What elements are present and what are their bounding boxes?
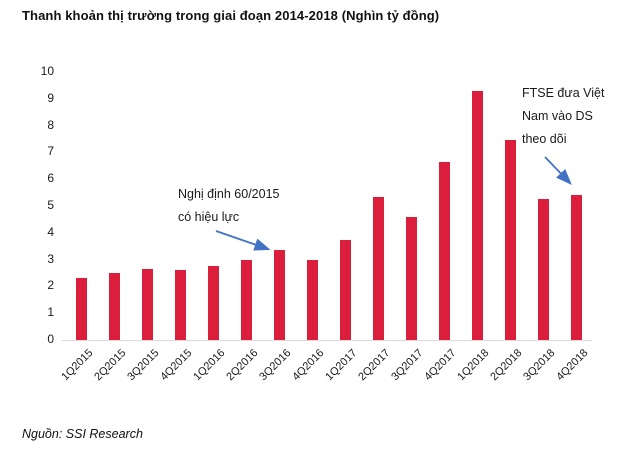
bar-3Q2017 xyxy=(405,216,417,340)
arrow-ftse xyxy=(544,156,572,185)
bar-1Q2018 xyxy=(471,90,483,340)
source-note: Nguồn: SSI Research xyxy=(22,427,143,441)
annotation-ftse: FTSE đưa Việt Nam vào DS theo dõi xyxy=(522,82,604,151)
bar-1Q2015 xyxy=(75,278,87,340)
annotation-decree-line2: có hiệu lực xyxy=(178,210,240,224)
y-tick-10: 10 xyxy=(40,64,54,78)
y-tick-3: 3 xyxy=(47,251,54,266)
y-tick-0: 0 xyxy=(47,332,54,346)
y-tick-5: 5 xyxy=(47,198,54,212)
arrow-decree xyxy=(215,230,271,251)
bar-2Q2016 xyxy=(240,259,252,340)
y-tick-7: 7 xyxy=(47,144,54,159)
bar-4Q2015 xyxy=(174,270,186,340)
annotation-decree: Nghị định 60/2015 có hiệu lực xyxy=(178,183,279,229)
y-tick-1: 1 xyxy=(47,305,54,320)
bar-4Q2017 xyxy=(438,161,450,340)
bar-2Q2015 xyxy=(108,273,120,340)
bar-1Q2016 xyxy=(207,266,219,340)
y-tick-2: 2 xyxy=(47,278,54,293)
bar-4Q2016 xyxy=(306,259,318,340)
chart-title: Thanh khoản thị trường trong giai đoạn 2… xyxy=(22,8,440,23)
bar-3Q2018 xyxy=(537,199,549,340)
bar-4Q2018 xyxy=(570,195,582,340)
y-tick-4: 4 xyxy=(47,224,54,239)
bar-2Q2017 xyxy=(372,196,384,340)
annotation-ftse-line3: theo dõi xyxy=(522,132,567,146)
annotation-ftse-line1: FTSE đưa Việt xyxy=(522,86,605,100)
x-axis-line xyxy=(62,340,592,341)
y-tick-8: 8 xyxy=(47,117,54,132)
bar-3Q2016 xyxy=(273,250,285,340)
bar-3Q2015 xyxy=(141,268,153,340)
bar-2Q2018 xyxy=(504,140,516,340)
annotation-ftse-line2: Nam vào DS xyxy=(522,109,593,123)
annotation-decree-line1: Nghị định 60/2015 xyxy=(178,187,280,201)
y-tick-6: 6 xyxy=(47,171,54,186)
bar-1Q2017 xyxy=(339,239,351,340)
y-tick-9: 9 xyxy=(47,90,54,105)
